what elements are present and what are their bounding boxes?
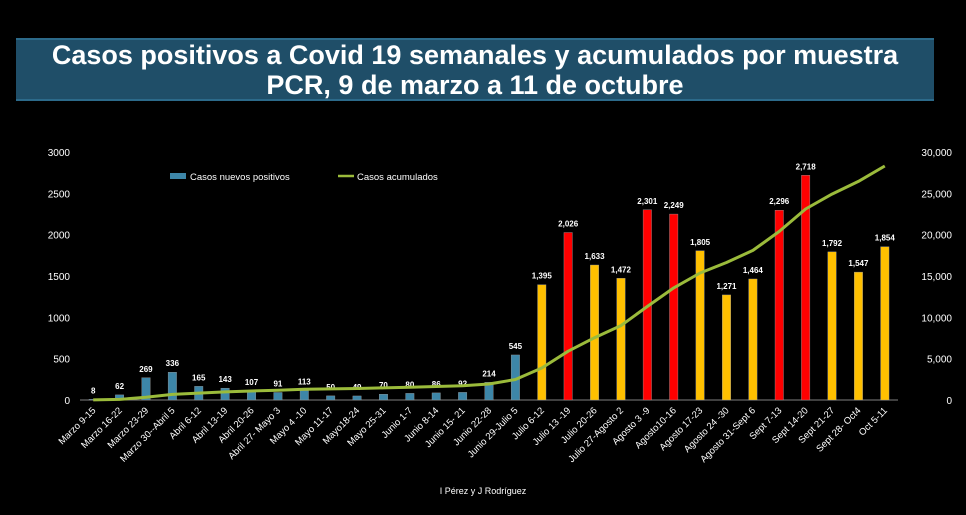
bar xyxy=(616,278,626,401)
y-left-tick-label: 1000 xyxy=(48,313,71,324)
y-right-tick-label: 0 xyxy=(946,396,952,407)
bar xyxy=(563,232,573,401)
line-series xyxy=(93,164,886,402)
bar xyxy=(484,382,494,401)
y-right-tick-label: 5,000 xyxy=(927,355,952,366)
bar xyxy=(669,213,679,401)
bar-data-label: 2,249 xyxy=(664,201,685,210)
bar-data-label: 80 xyxy=(405,380,414,389)
y-left-tick-label: 3000 xyxy=(48,148,71,159)
bar xyxy=(352,395,362,401)
bar-data-label: 336 xyxy=(166,359,180,368)
bar-data-label: 2,296 xyxy=(769,197,790,206)
bar xyxy=(801,175,811,401)
bar-data-label: 50 xyxy=(326,383,335,392)
bar-data-label: 143 xyxy=(218,375,232,384)
author-credit: I Pérez y J Rodríguez xyxy=(439,486,527,496)
bar xyxy=(167,372,177,401)
bar-data-label: 269 xyxy=(139,365,153,374)
bar xyxy=(431,392,441,401)
bar xyxy=(299,390,309,401)
bar-data-label: 86 xyxy=(432,380,441,389)
bar xyxy=(326,395,336,401)
bar xyxy=(141,377,151,401)
bar xyxy=(695,250,705,401)
chart-axes: 0 500 1000 1500 2000 2500 3000 0 5,000 10,000 15,0… xyxy=(48,148,953,407)
bar-data-label: 1,547 xyxy=(848,259,869,268)
bar xyxy=(590,264,599,401)
bar-data-label: 1,271 xyxy=(716,282,737,291)
bar xyxy=(273,392,283,401)
bar-data-label: 214 xyxy=(482,369,496,378)
bar-data-label: 1,805 xyxy=(690,238,711,247)
bar-data-label: 545 xyxy=(509,342,523,351)
bar-series xyxy=(88,175,890,401)
bar xyxy=(722,294,731,401)
cumulative-line xyxy=(93,164,886,402)
bar-data-label: 2,718 xyxy=(796,162,817,171)
chart-title: Casos positivos a Covid 19 semanales y a… xyxy=(51,39,899,100)
chart-title-banner: Casos positivos a Covid 19 semanales y a… xyxy=(16,38,934,101)
y-right-tick-label: 10,000 xyxy=(921,313,952,324)
bar xyxy=(827,251,837,401)
bar-data-label: 8 xyxy=(91,386,96,395)
bar-data-label: 1,395 xyxy=(532,272,553,281)
bar-data-label: 107 xyxy=(245,378,259,387)
bar-data-label: 1,633 xyxy=(585,252,606,261)
bar-data-label: 62 xyxy=(115,382,124,391)
y-right-tick-label: 15,000 xyxy=(921,272,952,283)
bar xyxy=(748,278,758,401)
y-right-tick-label: 25,000 xyxy=(921,189,952,200)
legend: Casos nuevos positivos Casos acumulados xyxy=(170,172,438,183)
bar-data-label: 1,792 xyxy=(822,239,843,248)
bar-data-label: 1,464 xyxy=(743,266,764,275)
y-right-tick-label: 30,000 xyxy=(921,148,952,159)
x-tick-label: Oct 5-11 xyxy=(857,405,890,438)
bar xyxy=(880,246,890,401)
legend-label-line: Casos acumulados xyxy=(357,172,438,183)
y-left-tick-label: 1500 xyxy=(48,272,71,283)
bar xyxy=(220,387,230,401)
bar xyxy=(774,209,784,401)
bar-data-label: 91 xyxy=(273,379,282,388)
bar-data-label: 165 xyxy=(192,373,206,382)
bar-data-label: 92 xyxy=(458,379,467,388)
bar-data-label: 70 xyxy=(379,381,388,390)
y-right-tick-label: 20,000 xyxy=(921,231,952,242)
bar xyxy=(405,393,415,401)
y-left-tick-label: 0 xyxy=(64,396,70,407)
bar-data-label: 113 xyxy=(298,378,311,387)
bar-data-label: 1,472 xyxy=(611,265,632,274)
bar xyxy=(537,284,547,401)
bar-data-label: 1,854 xyxy=(875,234,896,243)
legend-label-bar: Casos nuevos positivos xyxy=(190,172,290,183)
bar xyxy=(379,394,388,401)
bar-data-label: 2,026 xyxy=(558,220,579,229)
bar xyxy=(853,271,863,401)
bar xyxy=(458,392,468,401)
y-left-tick-label: 2000 xyxy=(48,231,71,242)
y-left-tick-label: 500 xyxy=(53,355,70,366)
legend-swatch-bar xyxy=(170,173,186,179)
bar-data-label: 2,301 xyxy=(637,197,658,206)
y-left-tick-label: 2500 xyxy=(48,189,71,200)
